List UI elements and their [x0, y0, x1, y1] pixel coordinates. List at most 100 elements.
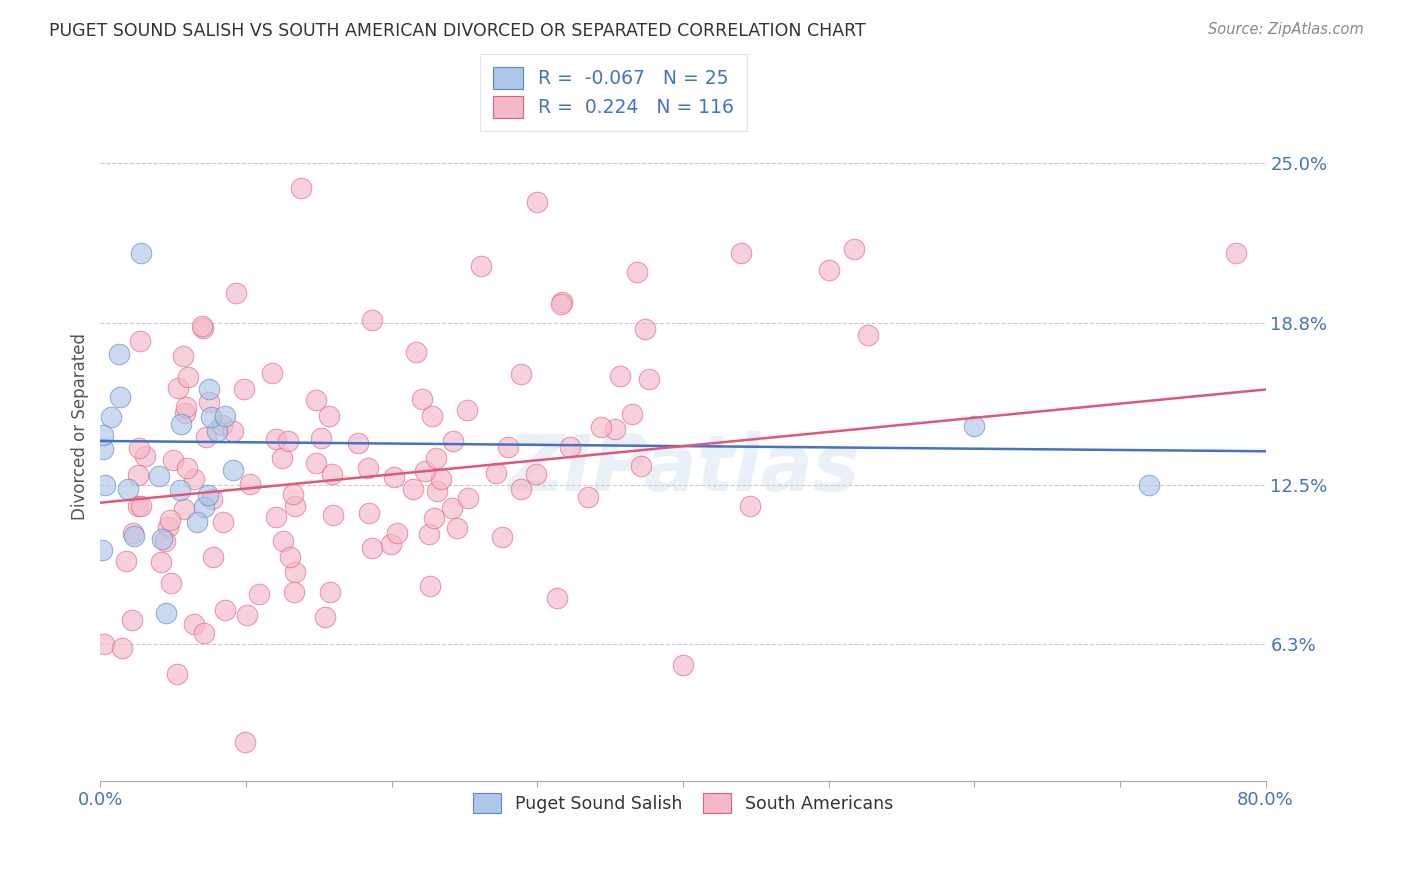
Point: [129, 334, 152, 349]
Point: [91, 542, 114, 557]
Point: [672, 657, 695, 672]
Point: [122, 529, 145, 543]
Point: [264, 509, 287, 524]
Point: [546, 591, 568, 606]
Point: [284, 565, 307, 579]
Point: [284, 499, 307, 513]
Point: [740, 499, 762, 513]
Point: [260, 366, 283, 380]
Point: [278, 550, 301, 565]
Point: [160, 576, 183, 591]
Point: [173, 502, 195, 516]
Point: [558, 440, 581, 454]
Point: [177, 369, 200, 384]
Point: [314, 609, 336, 624]
Point: [193, 625, 215, 640]
Point: [193, 500, 215, 515]
Point: [413, 464, 436, 478]
Point: [1225, 246, 1247, 260]
Point: [637, 372, 659, 386]
Point: [576, 490, 599, 504]
Point: [127, 499, 149, 513]
Point: [183, 617, 205, 632]
Point: [322, 508, 344, 522]
Point: [510, 368, 533, 382]
Point: [318, 585, 340, 599]
Point: [419, 579, 441, 593]
Point: [426, 483, 449, 498]
Point: [174, 400, 197, 414]
Point: [117, 482, 139, 496]
Point: [128, 441, 150, 455]
Point: [858, 327, 880, 342]
Point: [380, 537, 402, 551]
Point: [496, 440, 519, 454]
Point: [129, 499, 152, 513]
Point: [222, 424, 245, 438]
Point: [108, 390, 131, 404]
Point: [129, 246, 152, 260]
Point: [239, 476, 262, 491]
Text: PUGET SOUND SALISH VS SOUTH AMERICAN DIVORCED OR SEPARATED CORRELATION CHART: PUGET SOUND SALISH VS SOUTH AMERICAN DIV…: [49, 22, 866, 40]
Point: [634, 322, 657, 336]
Point: [169, 483, 191, 497]
Point: [591, 420, 613, 434]
Point: [100, 409, 122, 424]
Point: [162, 453, 184, 467]
Y-axis label: Divorced or Separated: Divorced or Separated: [72, 334, 89, 520]
Point: [166, 381, 188, 395]
Point: [159, 513, 181, 527]
Point: [150, 532, 173, 546]
Point: [305, 393, 328, 408]
Point: [430, 472, 453, 486]
Point: [202, 549, 225, 564]
Point: [346, 435, 368, 450]
Point: [236, 608, 259, 623]
Point: [93, 477, 115, 491]
Point: [842, 243, 865, 257]
Point: [359, 506, 381, 520]
Point: [127, 468, 149, 483]
Point: [277, 434, 299, 449]
Legend: Puget Sound Salish, South Americans: Puget Sound Salish, South Americans: [461, 780, 905, 825]
Point: [551, 295, 574, 310]
Point: [264, 432, 287, 446]
Point: [550, 296, 572, 310]
Point: [441, 434, 464, 448]
Point: [318, 409, 340, 424]
Point: [107, 346, 129, 360]
Point: [818, 262, 841, 277]
Point: [156, 520, 179, 534]
Point: [186, 515, 208, 529]
Point: [360, 541, 382, 556]
Point: [225, 286, 247, 301]
Point: [155, 607, 177, 621]
Point: [1137, 477, 1160, 491]
Point: [121, 526, 143, 541]
Point: [198, 382, 221, 396]
Point: [200, 409, 222, 424]
Point: [305, 456, 328, 470]
Point: [603, 421, 626, 435]
Text: Source: ZipAtlas.com: Source: ZipAtlas.com: [1208, 22, 1364, 37]
Point: [446, 521, 468, 535]
Point: [197, 395, 219, 409]
Point: [169, 417, 191, 431]
Point: [422, 511, 444, 525]
Point: [440, 500, 463, 515]
Point: [115, 554, 138, 568]
Point: [524, 467, 547, 481]
Point: [233, 382, 256, 396]
Text: ZIPatlas: ZIPatlas: [506, 431, 859, 508]
Point: [211, 417, 233, 432]
Point: [418, 527, 440, 541]
Point: [387, 526, 409, 541]
Point: [456, 402, 478, 417]
Point: [963, 418, 986, 433]
Point: [425, 450, 447, 465]
Point: [609, 368, 631, 383]
Point: [93, 637, 115, 651]
Point: [190, 319, 212, 334]
Point: [201, 491, 224, 506]
Point: [630, 458, 652, 473]
